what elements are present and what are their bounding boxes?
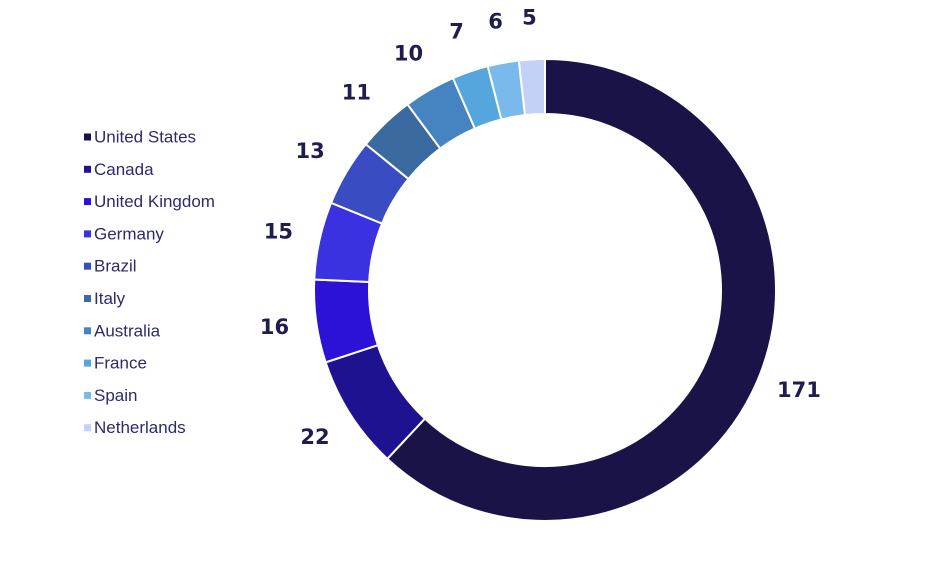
legend-item-united-states: United States	[84, 128, 196, 147]
data-labels: 171 22 16 15 13 11 10 7 6 5	[260, 5, 821, 449]
data-label-france: 7	[449, 20, 464, 44]
legend-label: United Kingdom	[94, 192, 215, 211]
legend-swatch	[84, 133, 91, 141]
legend-label: Germany	[94, 224, 164, 243]
legend-label: France	[94, 354, 147, 373]
legend-item-netherlands: Netherlands	[84, 418, 186, 437]
legend-label: Netherlands	[94, 418, 186, 437]
legend-item-united-kingdom: United Kingdom	[84, 192, 215, 211]
legend-item-canada: Canada	[84, 160, 154, 179]
legend-label: Australia	[94, 321, 161, 340]
legend-swatch	[84, 262, 91, 270]
slice-united-states	[385, 57, 777, 522]
data-label-germany: 15	[264, 219, 293, 243]
legend-label: Canada	[94, 160, 154, 179]
chart-legend: United States Canada United Kingdom Germany…	[84, 128, 215, 437]
legend-swatch	[84, 391, 91, 399]
legend-label: Brazil	[94, 257, 137, 276]
legend-swatch	[84, 165, 91, 173]
legend-item-italy: Italy	[84, 289, 126, 308]
legend-swatch	[84, 198, 91, 206]
data-label-italy: 11	[342, 81, 371, 105]
data-label-australia: 10	[394, 42, 423, 66]
data-label-canada: 22	[300, 425, 329, 449]
legend-swatch	[84, 359, 91, 367]
legend-swatch	[84, 424, 91, 432]
legend-label: United States	[94, 128, 196, 147]
legend-label: Spain	[94, 386, 137, 405]
legend-swatch	[84, 295, 91, 302]
data-label-brazil: 13	[296, 139, 325, 163]
legend-item-germany: Germany	[84, 224, 164, 243]
legend-item-spain: Spain	[84, 386, 137, 405]
legend-item-brazil: Brazil	[84, 257, 137, 276]
legend-swatch	[84, 230, 91, 238]
legend-label: Italy	[94, 289, 126, 308]
legend-swatch	[84, 327, 91, 335]
data-label-united-kingdom: 16	[260, 315, 289, 339]
legend-item-australia: Australia	[84, 321, 161, 340]
data-label-united-states: 171	[777, 378, 821, 402]
data-label-spain: 6	[488, 10, 503, 34]
slice-netherlands	[517, 57, 546, 117]
data-label-netherlands: 5	[522, 5, 537, 29]
legend-item-france: France	[84, 354, 147, 373]
donut-slices	[313, 57, 777, 522]
